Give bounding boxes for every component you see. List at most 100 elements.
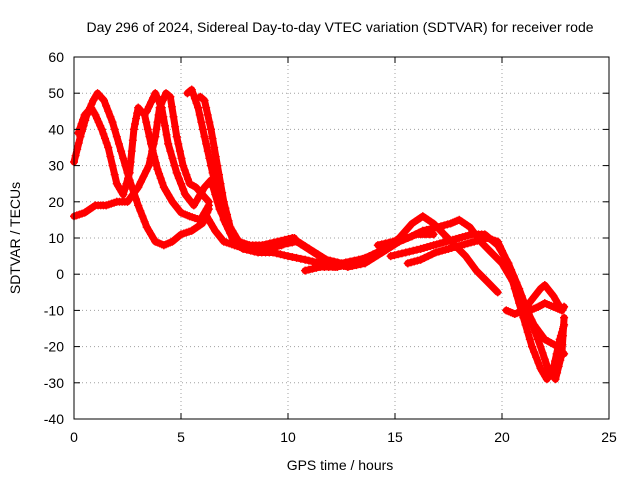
y-tick-label: 50 [48,85,64,101]
data-point [534,302,543,311]
data-point [159,241,168,250]
data-point [117,147,126,156]
data-point [134,183,143,192]
data-point [213,161,222,170]
data-point [386,252,395,261]
data-point [172,132,181,141]
data-point [416,255,425,264]
data-point [258,244,267,253]
data-point [99,96,108,105]
data-point [104,143,113,152]
data-point [540,335,549,344]
data-point [470,237,479,246]
data-point [168,237,177,246]
data-point [241,244,250,253]
data-point [301,255,310,264]
x-tick-label: 10 [280,429,296,445]
data-point [74,129,83,138]
data-point [226,223,235,232]
data-point [431,248,440,257]
data-point [510,281,519,290]
data-point [468,230,477,239]
data-point [87,103,96,112]
data-point [373,241,382,250]
data-point [219,237,228,246]
data-point [527,342,536,351]
x-tick-label: 20 [494,429,510,445]
data-point [461,252,470,261]
data-point [157,103,166,112]
data-point [119,190,128,199]
data-point [536,284,545,293]
data-point [151,237,160,246]
data-point [196,215,205,224]
y-tick-label: -40 [44,411,64,427]
data-point [108,118,117,127]
data-series [70,85,569,384]
data-point [147,139,156,148]
axes: 0 5 10 15 20 25 -40 -30 -20 -10 0 10 20 30 40 50 60 [44,49,617,445]
data-point [191,183,200,192]
y-tick-label: 20 [48,194,64,210]
y-tick-label: -20 [44,339,64,355]
data-point [549,291,558,300]
data-point [144,161,153,170]
data-point [457,241,466,250]
x-axis-label: GPS time / hours [287,457,394,473]
data-point [403,234,412,242]
x-tick-label: 25 [601,429,617,445]
data-point [91,110,100,119]
data-point [93,89,102,98]
data-point [134,103,143,112]
data-point [134,201,143,210]
data-point [444,244,453,253]
data-point [502,306,511,315]
data-point [211,226,220,235]
data-point [403,259,412,268]
y-tick-label: 40 [48,121,64,137]
data-point [80,208,89,217]
data-point [187,85,196,94]
data-point [440,230,449,239]
data-point [200,96,209,105]
data-point [202,212,211,221]
y-tick-label: 60 [48,49,64,65]
data-point [472,266,481,275]
data-point [162,89,171,98]
series-arc-13 [502,281,566,319]
data-point [102,201,111,210]
data-point [183,89,192,98]
data-point [204,201,213,210]
data-point [504,259,513,268]
data-point [309,248,318,257]
data-point [365,252,374,261]
data-point [465,223,474,232]
data-point [177,230,185,239]
data-point [292,237,301,246]
data-point [455,234,464,242]
series-arc-11 [403,234,569,384]
data-point [416,244,425,253]
series-arc-3 [74,103,213,224]
data-point [540,299,549,308]
data-point [487,248,496,257]
data-point [129,125,138,134]
data-point [483,234,492,242]
data-point [189,201,198,210]
y-tick-label: -10 [44,302,64,318]
y-axis-label: SDTVAR / TECUs [7,182,23,294]
data-point [153,165,162,174]
data-point [408,219,417,228]
data-point [333,262,342,271]
data-point [493,237,502,246]
data-point [168,197,177,206]
data-point [519,313,528,322]
data-point [194,103,203,112]
data-point [536,364,545,373]
data-point [519,306,528,315]
data-point [185,179,194,188]
data-point [536,342,545,351]
data-point [527,295,536,304]
